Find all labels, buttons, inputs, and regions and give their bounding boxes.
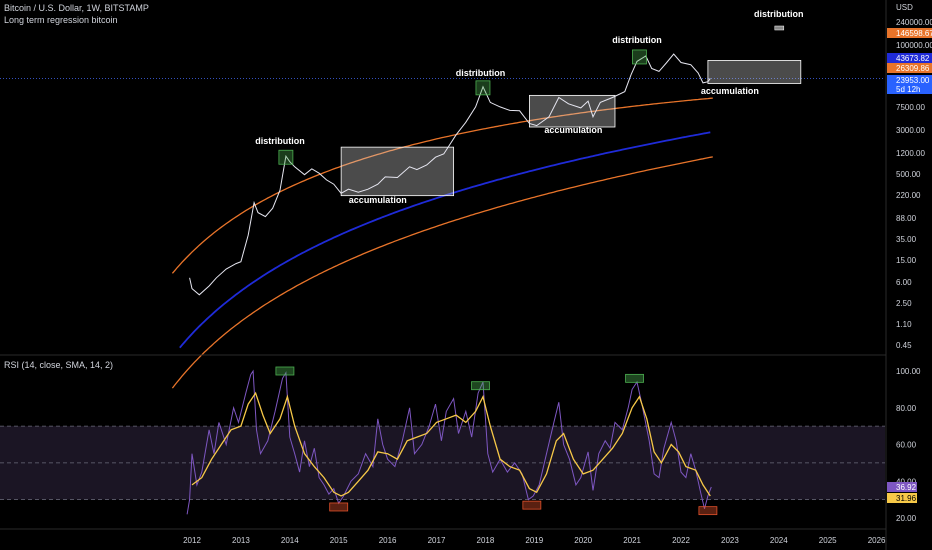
year-tick-label: 2016 <box>379 536 397 545</box>
distribution-label: distribution <box>456 68 506 78</box>
price-tag-bg <box>887 28 932 38</box>
rsi-value-text: 36.92 <box>896 483 917 492</box>
price-tag-text: 23953.00 <box>896 76 930 85</box>
price-tag-text: 43673.82 <box>896 54 930 63</box>
price-tag-text: 5d 12h <box>896 85 920 94</box>
price-tag: 146598.67 <box>887 28 932 38</box>
distribution-marker <box>632 49 647 65</box>
overbought-marker <box>471 381 490 391</box>
chart-title: Bitcoin / U.S. Dollar, 1W, BITSTAMP <box>4 3 149 13</box>
price-tag: 43673.82 <box>887 53 932 63</box>
price-tick-label: 15.00 <box>896 256 917 265</box>
year-tick-label: 2019 <box>525 536 543 545</box>
distribution-marker <box>278 149 294 165</box>
rsi-tick-label: 20.00 <box>896 514 917 523</box>
price-tick-label: 3000.00 <box>896 126 925 135</box>
price-line <box>189 53 711 296</box>
oversold-marker <box>329 502 349 512</box>
rsi-tick-label: 100.00 <box>896 367 921 376</box>
price-tick-label: 500.00 <box>896 170 921 179</box>
year-tick-label: 2017 <box>428 536 446 545</box>
price-tick-label: 0.45 <box>896 341 912 350</box>
year-tick-label: 2026 <box>868 536 886 545</box>
year-tick-label: 2022 <box>672 536 690 545</box>
rsi-value-tag-bg <box>887 482 917 492</box>
price-tick-label: 88.00 <box>896 214 917 223</box>
price-tick-label: 6.00 <box>896 278 912 287</box>
distribution-label: distribution <box>255 136 305 146</box>
rsi-line <box>186 369 712 515</box>
rsi-ma-tag: 31.96 <box>887 493 917 503</box>
year-tick-label: 2021 <box>623 536 641 545</box>
chart-subtitle: Long term regression bitcoin <box>4 15 118 25</box>
price-tag-bg <box>887 53 932 63</box>
rsi-tick-label: 60.00 <box>896 441 917 450</box>
price-tag: 5d 12h <box>887 84 932 94</box>
price-tick-label: 35.00 <box>896 235 917 244</box>
year-tick-label: 2023 <box>721 536 739 545</box>
year-tick-label: 2020 <box>574 536 592 545</box>
distribution-marker <box>774 25 785 31</box>
rsi-ma-text: 31.96 <box>896 494 917 503</box>
price-tag-text: 26309.86 <box>896 64 930 73</box>
year-tick-label: 2013 <box>232 536 250 545</box>
accumulation-label: accumulation <box>544 125 602 135</box>
price-tick-label: 100000.00 <box>896 41 932 50</box>
oversold-marker <box>522 500 542 510</box>
accumulation-box <box>340 146 455 197</box>
year-tick-label: 2025 <box>819 536 837 545</box>
price-tag-bg <box>887 75 932 85</box>
overbought-marker <box>275 366 295 376</box>
year-tick-label: 2015 <box>330 536 348 545</box>
accumulation-label: accumulation <box>701 86 759 96</box>
rsi-tick-label: 40.00 <box>896 477 917 486</box>
price-tag-bg <box>887 84 932 94</box>
rsi-ma-line <box>191 391 711 497</box>
price-tick-label: 2.50 <box>896 299 912 308</box>
price-tag: 26309.86 <box>887 63 932 73</box>
price-tag-text: 146598.67 <box>896 29 932 38</box>
overbought-marker <box>625 373 644 383</box>
accumulation-label: accumulation <box>349 195 407 205</box>
year-tick-label: 2012 <box>183 536 201 545</box>
currency-label: USD <box>896 3 913 12</box>
distribution-marker <box>475 80 491 96</box>
price-tick-label: 240000.00 <box>896 18 932 27</box>
rsi-value-tag: 36.92 <box>887 482 917 492</box>
year-tick-label: 2024 <box>770 536 788 545</box>
year-tick-label: 2018 <box>477 536 495 545</box>
year-tick-label: 2014 <box>281 536 299 545</box>
lower-regression-band <box>171 156 713 389</box>
rsi-tick-label: 80.00 <box>896 404 917 413</box>
price-tick-label: 1.10 <box>896 320 912 329</box>
price-tag: 23953.00 <box>887 75 932 85</box>
distribution-label: distribution <box>754 9 804 19</box>
rsi-title: RSI (14, close, SMA, 14, 2) <box>4 360 114 370</box>
price-tick-label: 1200.00 <box>896 149 925 158</box>
distribution-label: distribution <box>612 35 662 45</box>
upper-regression-band <box>171 97 713 274</box>
oversold-marker <box>698 506 718 516</box>
accumulation-box <box>707 60 802 84</box>
price-tick-label: 7500.00 <box>896 103 925 112</box>
rsi-ma-tag-bg <box>887 493 917 503</box>
price-tick-label: 220.00 <box>896 191 921 200</box>
price-tag-bg <box>887 63 932 73</box>
accumulation-box <box>529 94 616 128</box>
